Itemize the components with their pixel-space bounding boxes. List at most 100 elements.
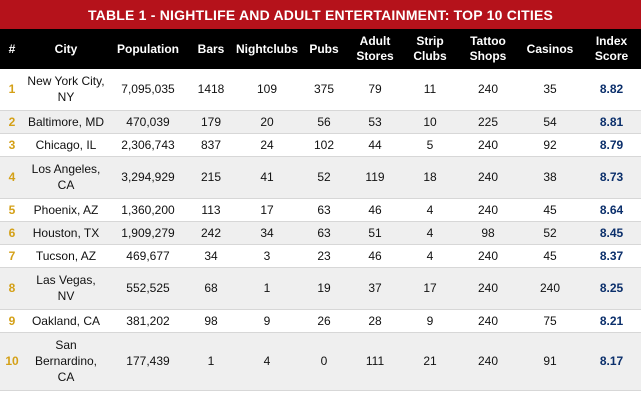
adult-stores-cell: 111 — [348, 332, 402, 391]
table-row: 3 Chicago, IL 2,306,743 837 24 102 44 5 … — [0, 133, 641, 157]
tattoo-shops-cell: 240 — [458, 69, 518, 111]
index-score-cell: 8.82 — [582, 69, 641, 111]
population-cell: 7,095,035 — [108, 69, 188, 111]
population-cell: 3,294,929 — [108, 156, 188, 199]
index-score-cell: 8.64 — [582, 198, 641, 222]
index-score-cell: 8.25 — [582, 267, 641, 310]
city-cell: Houston, TX — [24, 221, 108, 245]
city-cell: Phoenix, AZ — [24, 198, 108, 222]
bars-cell: 98 — [188, 309, 234, 333]
adult-stores-cell: 37 — [348, 267, 402, 310]
nightclubs-cell: 9 — [234, 309, 300, 333]
nightclubs-cell: 17 — [234, 198, 300, 222]
population-cell: 1,909,279 — [108, 221, 188, 245]
strip-clubs-cell: 17 — [402, 267, 458, 310]
tattoo-shops-cell: 225 — [458, 110, 518, 134]
index-score-cell: 8.37 — [582, 244, 641, 268]
index-score-cell: 8.79 — [582, 133, 641, 157]
pubs-cell: 23 — [300, 244, 348, 268]
adult-stores-cell: 119 — [348, 156, 402, 199]
bars-cell: 837 — [188, 133, 234, 157]
table-row: 9 Oakland, CA 381,202 98 9 26 28 9 240 7… — [0, 309, 641, 333]
strip-clubs-cell: 21 — [402, 332, 458, 391]
city-cell: Oakland, CA — [24, 309, 108, 333]
header-index-score: Index Score — [594, 34, 629, 63]
strip-clubs-cell: 11 — [402, 69, 458, 111]
casinos-cell: 91 — [518, 332, 582, 391]
rank-cell: 5 — [0, 198, 24, 222]
population-cell: 1,360,200 — [108, 198, 188, 222]
adult-stores-cell: 46 — [348, 244, 402, 268]
city-cell: San Bernardino, CA — [24, 332, 108, 391]
casinos-cell: 92 — [518, 133, 582, 157]
population-cell: 177,439 — [108, 332, 188, 391]
population-cell: 470,039 — [108, 110, 188, 134]
adult-stores-cell: 44 — [348, 133, 402, 157]
casinos-cell: 45 — [518, 198, 582, 222]
population-cell: 469,677 — [108, 244, 188, 268]
table-row: 2 Baltimore, MD 470,039 179 20 56 53 10 … — [0, 110, 641, 134]
city-cell: New York City, NY — [24, 69, 108, 111]
strip-clubs-cell: 10 — [402, 110, 458, 134]
index-score-cell: 8.81 — [582, 110, 641, 134]
table-row: 6 Houston, TX 1,909,279 242 34 63 51 4 9… — [0, 221, 641, 245]
header-tattoo-shops: Tattoo Shops — [469, 34, 507, 63]
tattoo-shops-cell: 240 — [458, 332, 518, 391]
strip-clubs-cell: 4 — [402, 244, 458, 268]
city-cell: Las Vegas, NV — [24, 267, 108, 310]
pubs-cell: 63 — [300, 221, 348, 245]
header-casinos: Casinos — [526, 41, 574, 56]
adult-stores-cell: 53 — [348, 110, 402, 134]
rank-cell: 6 — [0, 221, 24, 245]
casinos-cell: 35 — [518, 69, 582, 111]
strip-clubs-cell: 4 — [402, 198, 458, 222]
rank-cell: 4 — [0, 156, 24, 199]
casinos-cell: 54 — [518, 110, 582, 134]
casinos-cell: 240 — [518, 267, 582, 310]
pubs-cell: 52 — [300, 156, 348, 199]
casinos-cell: 38 — [518, 156, 582, 199]
table-row: 8 Las Vegas, NV 552,525 68 1 19 37 17 24… — [0, 267, 641, 310]
cities-table: # City Population Bars Nightclubs Pubs A… — [0, 29, 641, 391]
nightclubs-cell: 1 — [234, 267, 300, 310]
pubs-cell: 26 — [300, 309, 348, 333]
nightclubs-cell: 20 — [234, 110, 300, 134]
city-cell: Chicago, IL — [24, 133, 108, 157]
casinos-cell: 45 — [518, 244, 582, 268]
nightclubs-cell: 3 — [234, 244, 300, 268]
rank-cell: 2 — [0, 110, 24, 134]
bars-cell: 34 — [188, 244, 234, 268]
adult-stores-cell: 28 — [348, 309, 402, 333]
table-row: 5 Phoenix, AZ 1,360,200 113 17 63 46 4 2… — [0, 198, 641, 222]
bars-cell: 68 — [188, 267, 234, 310]
population-cell: 552,525 — [108, 267, 188, 310]
index-score-cell: 8.21 — [582, 309, 641, 333]
header-city: City — [54, 41, 78, 56]
adult-stores-cell: 51 — [348, 221, 402, 245]
population-cell: 2,306,743 — [108, 133, 188, 157]
population-cell: 381,202 — [108, 309, 188, 333]
rank-cell: 8 — [0, 267, 24, 310]
header-adult-stores: Adult Stores — [356, 34, 394, 63]
table-row: 7 Tucson, AZ 469,677 34 3 23 46 4 240 45… — [0, 244, 641, 268]
table-row: 4 Los Angeles, CA 3,294,929 215 41 52 11… — [0, 156, 641, 199]
adult-stores-cell: 46 — [348, 198, 402, 222]
bars-cell: 179 — [188, 110, 234, 134]
strip-clubs-cell: 18 — [402, 156, 458, 199]
header-population: Population — [117, 41, 179, 56]
rank-cell: 3 — [0, 133, 24, 157]
tattoo-shops-cell: 98 — [458, 221, 518, 245]
pubs-cell: 102 — [300, 133, 348, 157]
tattoo-shops-cell: 240 — [458, 244, 518, 268]
nightclubs-cell: 24 — [234, 133, 300, 157]
strip-clubs-cell: 4 — [402, 221, 458, 245]
header-bars: Bars — [197, 41, 225, 56]
pubs-cell: 375 — [300, 69, 348, 111]
table-row: 1 New York City, NY 7,095,035 1418 109 3… — [0, 69, 641, 111]
bars-cell: 215 — [188, 156, 234, 199]
rank-cell: 9 — [0, 309, 24, 333]
nightclubs-cell: 34 — [234, 221, 300, 245]
header-strip-clubs: Strip Clubs — [413, 34, 447, 63]
table-title: TABLE 1 - NIGHTLIFE AND ADULT ENTERTAINM… — [0, 0, 641, 29]
